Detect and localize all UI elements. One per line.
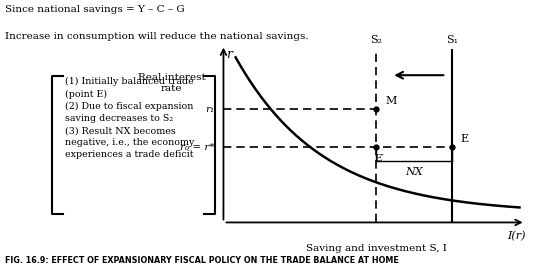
Text: E: E bbox=[460, 134, 468, 144]
Text: Real interest
rate: Real interest rate bbox=[138, 73, 205, 93]
Text: E′: E′ bbox=[374, 154, 384, 163]
Text: FIG. 16.9: EFFECT OF EXPANSIONARY FISCAL POLICY ON THE TRADE BALANCE AT HOME: FIG. 16.9: EFFECT OF EXPANSIONARY FISCAL… bbox=[5, 256, 399, 265]
Text: Increase in consumption will reduce the national savings.: Increase in consumption will reduce the … bbox=[5, 32, 309, 41]
Text: Since national savings = Y – C – G: Since national savings = Y – C – G bbox=[5, 5, 185, 14]
Text: M: M bbox=[385, 96, 397, 106]
Text: S₂: S₂ bbox=[370, 35, 382, 45]
Text: NX: NX bbox=[405, 167, 423, 177]
Text: r₀ = r*: r₀ = r* bbox=[180, 143, 214, 151]
Text: r: r bbox=[227, 48, 233, 61]
Text: I(r): I(r) bbox=[507, 231, 525, 242]
Text: S₁: S₁ bbox=[446, 35, 458, 45]
Text: Saving and investment S, I: Saving and investment S, I bbox=[306, 244, 446, 253]
Text: (1) Initially balanced trade
(point E)
(2) Due to fiscal expansion
saving decrea: (1) Initially balanced trade (point E) (… bbox=[64, 77, 194, 159]
Text: r₁: r₁ bbox=[205, 105, 214, 114]
